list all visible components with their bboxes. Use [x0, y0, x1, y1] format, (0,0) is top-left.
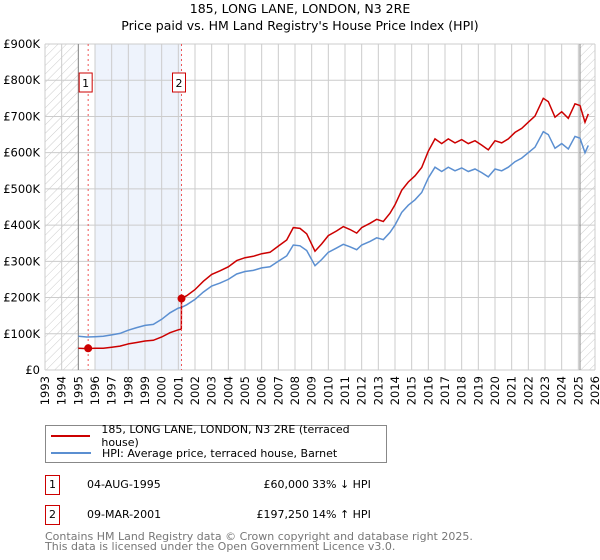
- transaction-hpi-diff: 33% ↓ HPI: [312, 478, 371, 491]
- x-tick-label: 2014: [388, 376, 402, 405]
- price-paid-line: [78, 97, 589, 350]
- x-tick-label: 2000: [155, 376, 169, 405]
- transaction-price: £60,000: [263, 478, 310, 491]
- x-tick-label: 2015: [405, 376, 419, 405]
- sale-point: [84, 344, 93, 353]
- transaction-hpi-diff: 14% ↑ HPI: [312, 508, 371, 521]
- x-tick-label: 2025: [571, 376, 585, 405]
- y-tick-label: £0: [25, 363, 40, 377]
- sale-marker-label: 2: [176, 77, 183, 90]
- y-tick-label: £500K: [3, 182, 40, 196]
- x-tick-label: 2003: [205, 376, 219, 405]
- footer-copyright: Contains HM Land Registry data © Crown c…: [45, 530, 473, 543]
- x-tick-label: 1999: [138, 376, 152, 405]
- sale-marker-box: [172, 72, 186, 93]
- transaction-row: 1 04-AUG-1995 £60,000 33% ↓ HPI: [45, 475, 445, 495]
- red-line-swatch: [51, 435, 91, 437]
- x-tick-label: 2019: [471, 376, 485, 405]
- y-tick-label: £800K: [3, 73, 40, 87]
- x-tick-label: 2026: [588, 376, 600, 405]
- y-tick-label: £700K: [3, 109, 40, 123]
- x-tick-label: 2009: [305, 376, 319, 405]
- hatched-region: [580, 44, 595, 370]
- y-tick-label: £400K: [3, 218, 40, 232]
- x-tick-label: 2021: [505, 376, 519, 405]
- x-tick-label: 2007: [271, 376, 285, 405]
- x-tick-label: 2010: [321, 376, 335, 405]
- x-tick-label: 2006: [255, 376, 269, 405]
- x-tick-label: 2011: [338, 376, 352, 405]
- x-tick-label: 1996: [88, 376, 102, 405]
- x-tick-label: 1997: [105, 376, 119, 405]
- y-tick-label: £600K: [3, 146, 40, 160]
- x-tick-label: 2017: [438, 376, 452, 405]
- x-tick-label: 2002: [188, 376, 202, 405]
- x-tick-label: 2013: [371, 376, 385, 405]
- x-tick-label: 2018: [455, 376, 469, 405]
- hpi-line: [78, 130, 589, 338]
- ownership-shade: [95, 44, 182, 370]
- chart-subtitle: Price paid vs. HM Land Registry's House …: [121, 18, 479, 33]
- x-tick-label: 2023: [538, 376, 552, 405]
- y-tick-label: £300K: [3, 254, 40, 268]
- x-tick-label: 1994: [55, 376, 69, 405]
- y-tick-label: £900K: [3, 37, 40, 51]
- legend-item-property: 185, LONG LANE, LONDON, N3 2RE (terraced…: [51, 423, 386, 449]
- sale-point: [177, 294, 186, 303]
- x-tick-label: 2008: [288, 376, 302, 405]
- transaction-row: 2 09-MAR-2001 £197,250 14% ↑ HPI: [45, 505, 445, 525]
- legend-label-hpi: HPI: Average price, terraced house, Barn…: [102, 446, 338, 460]
- x-tick-label: 2024: [555, 376, 569, 405]
- sale-marker-label: 1: [82, 77, 89, 90]
- x-tick-label: 2001: [171, 376, 185, 405]
- sale-marker-box: [78, 72, 93, 93]
- x-tick-label: 1993: [38, 376, 52, 405]
- transaction-price: £197,250: [256, 508, 310, 521]
- legend-item-hpi: HPI: Average price, terraced house, Barn…: [51, 445, 337, 461]
- chart-title: 185, LONG LANE, LONDON, N3 2RE: [189, 1, 411, 16]
- x-tick-label: 2020: [488, 376, 502, 405]
- x-tick-label: 2005: [238, 376, 252, 405]
- y-tick-label: £100K: [3, 327, 40, 341]
- x-tick-label: 2004: [221, 376, 235, 405]
- transaction-marker: 1: [45, 475, 60, 495]
- x-tick-label: 2016: [421, 376, 435, 405]
- x-tick-label: 1995: [71, 376, 85, 405]
- legend-label-property: 185, LONG LANE, LONDON, N3 2RE (terraced…: [101, 423, 350, 449]
- transaction-date: 09-MAR-2001: [87, 508, 162, 521]
- legend: 185, LONG LANE, LONDON, N3 2RE (terraced…: [45, 423, 387, 463]
- x-tick-label: 2022: [521, 376, 535, 405]
- x-tick-label: 1998: [121, 376, 135, 405]
- transaction-marker: 2: [45, 505, 60, 525]
- footer-licence: This data is licensed under the Open Gov…: [45, 540, 396, 553]
- y-tick-label: £200K: [3, 291, 40, 305]
- transaction-date: 04-AUG-1995: [87, 478, 161, 491]
- x-tick-label: 2012: [355, 376, 369, 405]
- blue-line-swatch: [51, 452, 91, 454]
